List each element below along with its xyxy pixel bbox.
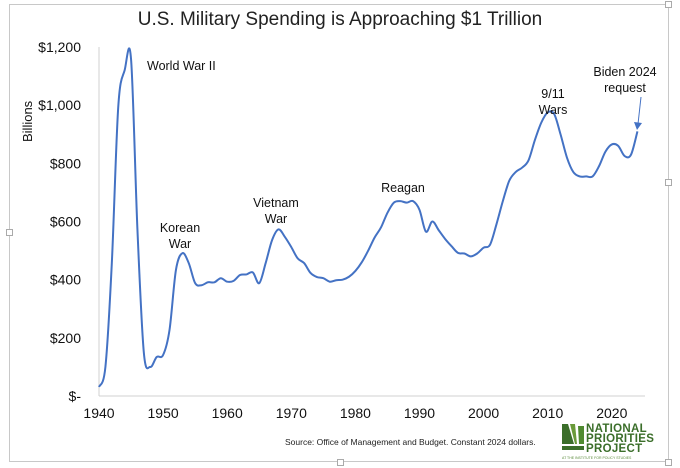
arrow-head-icon	[634, 122, 642, 130]
y-tick-label: $600	[50, 214, 81, 230]
x-tick-label: 1950	[148, 405, 179, 421]
annotation-label: War	[169, 237, 191, 251]
source-note: Source: Office of Management and Budget.…	[285, 437, 536, 447]
annotation-label: request	[604, 81, 646, 95]
resize-handle-bottom[interactable]	[337, 459, 344, 466]
x-tick-label: 1960	[212, 405, 243, 421]
x-tick-label: 1940	[83, 405, 114, 421]
x-tick-label: 2010	[532, 405, 563, 421]
annotation-label: 9/11	[541, 87, 564, 101]
logo-line-1: NATIONAL	[586, 423, 647, 435]
annotation-label: Korean	[160, 221, 200, 235]
resize-handle-right[interactable]	[665, 179, 672, 186]
annotation-label: Wars	[539, 103, 568, 117]
y-tick-label: $-	[69, 388, 82, 404]
x-tick-label: 2000	[468, 405, 499, 421]
annotation-label: Reagan	[381, 181, 425, 195]
resize-handle-top-right[interactable]	[665, 1, 672, 8]
annotation-label: Vietnam	[253, 196, 299, 210]
x-tick-label: 1970	[276, 405, 307, 421]
annotation-label: Biden 2024	[593, 65, 656, 79]
resize-handle-left[interactable]	[6, 229, 13, 236]
resize-handle-corner[interactable]	[665, 459, 672, 466]
y-tick-label: $200	[50, 330, 81, 346]
x-tick-label: 1990	[404, 405, 435, 421]
logo-line-3: PROJECT	[586, 443, 643, 455]
logo-tagline: AT THE INSTITUTE FOR POLICY STUDIES	[562, 456, 632, 460]
y-tick-label: $1,200	[38, 39, 81, 55]
chart-title: U.S. Military Spending is Approaching $1…	[137, 9, 543, 30]
annotation-label: World War II	[147, 59, 216, 73]
annotation-label: War	[265, 212, 287, 226]
logo-line-2: PRIORITIES	[586, 433, 655, 445]
y-tick-label: $800	[50, 155, 81, 171]
logo-sunburst-icon	[562, 424, 584, 450]
x-tick-label: 2020	[596, 405, 627, 421]
y-tick-label: $400	[50, 272, 81, 288]
annotation-arrow	[637, 96, 642, 125]
y-tick-label: $1,000	[38, 97, 81, 113]
spending-line	[98, 47, 639, 388]
x-tick-label: 1980	[340, 405, 371, 421]
